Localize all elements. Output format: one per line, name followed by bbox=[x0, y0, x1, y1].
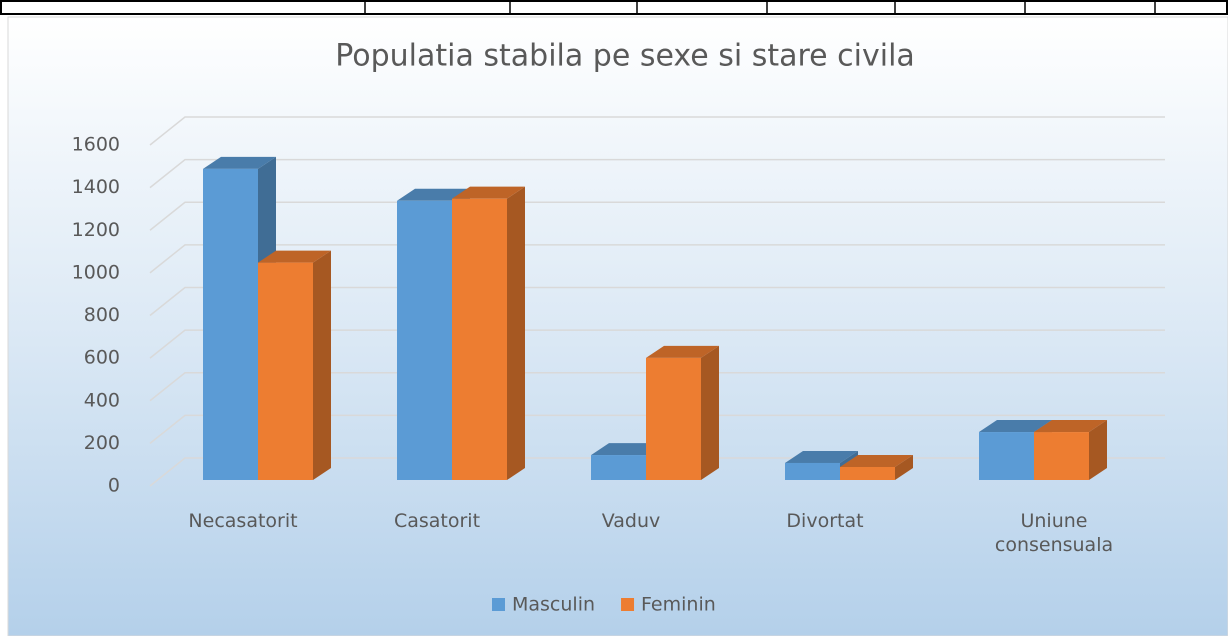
bar-top bbox=[258, 250, 331, 263]
x-tick-label: Vaduv bbox=[601, 510, 661, 532]
bar-side bbox=[895, 454, 913, 480]
bar-front bbox=[840, 466, 895, 480]
bar-top bbox=[1034, 420, 1107, 433]
y-tick-label: 0 bbox=[108, 475, 120, 497]
grid-line bbox=[149, 372, 1165, 402]
bar-top bbox=[203, 156, 276, 169]
bar bbox=[203, 156, 276, 480]
bar-front bbox=[1034, 432, 1089, 480]
bar bbox=[646, 345, 719, 480]
bar bbox=[258, 250, 331, 480]
bar-front bbox=[646, 357, 701, 480]
y-tick-label: 400 bbox=[84, 389, 120, 411]
bar-front bbox=[591, 455, 646, 480]
bar bbox=[840, 454, 913, 480]
grid-line bbox=[149, 116, 1165, 146]
bar-top bbox=[397, 188, 470, 201]
bar-top bbox=[979, 420, 1052, 433]
grid-line bbox=[149, 286, 1165, 317]
chart-title: Populatia stabila pe sexe si stare civil… bbox=[335, 39, 915, 74]
grid-line bbox=[149, 244, 1165, 274]
grid-line bbox=[149, 414, 1165, 444]
grid-line bbox=[149, 201, 1165, 231]
bar-front bbox=[397, 200, 452, 480]
bar-side bbox=[1089, 420, 1107, 480]
x-tick-label: Casatorit bbox=[393, 510, 481, 532]
y-tick-label: 600 bbox=[84, 347, 120, 369]
y-tick-label: 1400 bbox=[72, 176, 120, 198]
legend-label: Feminin bbox=[641, 594, 716, 616]
y-tick-label: 1000 bbox=[72, 261, 120, 283]
grid-line bbox=[149, 329, 1165, 359]
y-tick-label: 1200 bbox=[72, 219, 120, 241]
bar-side bbox=[507, 186, 525, 481]
bar bbox=[1034, 420, 1107, 480]
bar-top bbox=[452, 186, 525, 199]
y-tick-label: 1600 bbox=[72, 134, 120, 156]
grid-line bbox=[149, 158, 1165, 189]
bar-top bbox=[840, 454, 913, 467]
x-tick-label: Necasatorit bbox=[188, 510, 298, 532]
x-tick-label: Uniune consensuala bbox=[994, 510, 1114, 556]
bar-front bbox=[203, 168, 258, 480]
bar-front bbox=[979, 432, 1034, 480]
bar-top bbox=[646, 345, 719, 358]
bar-front bbox=[785, 462, 840, 480]
legend-swatch bbox=[621, 598, 635, 611]
bar-front bbox=[258, 262, 313, 480]
y-tick-label: 800 bbox=[84, 304, 120, 326]
legend-swatch bbox=[492, 598, 505, 611]
bar bbox=[452, 186, 525, 481]
y-tick-label: 200 bbox=[84, 432, 120, 454]
bar-front bbox=[452, 198, 507, 481]
bar-side bbox=[701, 345, 719, 480]
legend-label: Masculin bbox=[512, 594, 595, 616]
bar-side bbox=[313, 250, 331, 480]
x-tick-label: Divortat bbox=[786, 510, 864, 532]
bar-top bbox=[591, 443, 664, 456]
table-border bbox=[0, 0, 1228, 15]
bar-top bbox=[785, 450, 858, 463]
